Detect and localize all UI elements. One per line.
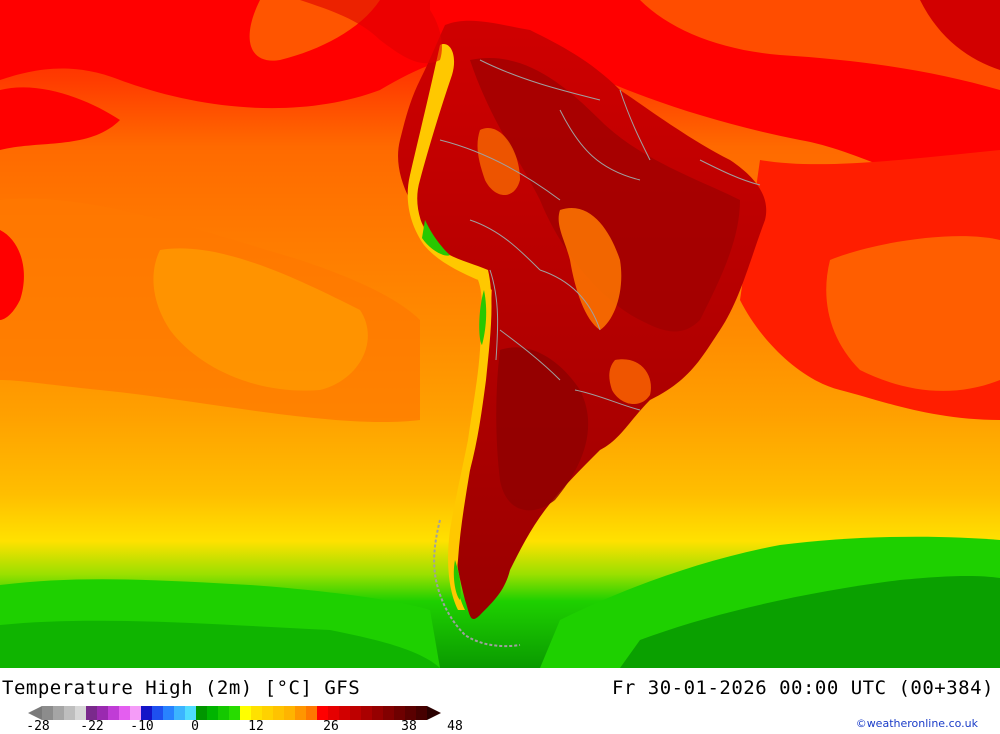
- orange-patch-south-brazil: [609, 359, 651, 405]
- legend-swatch: [295, 706, 306, 720]
- hot-zone-amazon: [470, 58, 740, 332]
- ocean-light-orange-pacific: [153, 248, 368, 391]
- legend-swatch: [152, 706, 163, 720]
- legend-swatch: [284, 706, 295, 720]
- legend-tick: -22: [80, 719, 104, 734]
- legend-swatch: [130, 706, 141, 720]
- legend-swatch: [53, 706, 64, 720]
- legend-tick: 26: [323, 719, 339, 734]
- warm-ocean-west: [0, 87, 120, 150]
- temperature-map: [0, 0, 1000, 668]
- cool-ocean-dark-sw: [0, 620, 440, 668]
- legend-swatch: [350, 706, 361, 720]
- chile-fjord-coast: [433, 519, 521, 648]
- legend-tick: 12: [248, 719, 264, 734]
- legend-swatch: [328, 706, 339, 720]
- central-america: [300, 0, 442, 64]
- legend-swatch: [416, 706, 427, 720]
- legend-swatches: [42, 706, 427, 720]
- ocean-orange-ne: [640, 0, 1000, 90]
- legend-swatch: [240, 706, 251, 720]
- legend-swatch: [108, 706, 119, 720]
- legend-swatch: [42, 706, 53, 720]
- legend-swatch: [174, 706, 185, 720]
- warm-patch-west: [0, 230, 24, 320]
- legend-swatch: [196, 706, 207, 720]
- andes-green-patagonia: [453, 560, 461, 600]
- andes-green-peru: [422, 220, 450, 256]
- africa-corner: [920, 0, 1000, 70]
- legend-swatch: [394, 706, 405, 720]
- legend-swatch: [86, 706, 97, 720]
- legend-swatch: [185, 706, 196, 720]
- legend-swatch: [361, 706, 372, 720]
- legend-swatch: [262, 706, 273, 720]
- legend-swatch: [383, 706, 394, 720]
- country-borders: [439, 59, 761, 411]
- legend-swatch: [229, 706, 240, 720]
- forecast-datetime: Fr 30-01-2026 00:00 UTC (00+384): [611, 677, 994, 699]
- legend-swatch: [141, 706, 152, 720]
- legend-min-arrow: [28, 706, 42, 720]
- orange-patch-brazil: [558, 208, 622, 330]
- legend-max-arrow: [427, 706, 441, 720]
- legend-swatch: [372, 706, 383, 720]
- legend-swatch: [339, 706, 350, 720]
- hot-zone-argentina: [496, 347, 589, 511]
- legend-tick: 0: [191, 719, 199, 734]
- ocean-orange-atlantic: [826, 236, 1000, 391]
- legend-swatch: [218, 706, 229, 720]
- legend-swatch: [251, 706, 262, 720]
- legend-swatch: [207, 706, 218, 720]
- map-title: Temperature High (2m) [°C] GFS: [2, 677, 361, 699]
- color-legend: [28, 705, 441, 721]
- legend-swatch: [163, 706, 174, 720]
- legend-tick: -10: [130, 719, 154, 734]
- legend-swatch: [317, 706, 328, 720]
- cool-ocean-dark-se: [620, 575, 1000, 668]
- credit-link[interactable]: ©weatheronline.co.uk: [855, 717, 978, 730]
- legend-swatch: [64, 706, 75, 720]
- legend-tick: -28: [26, 719, 50, 734]
- footer: [0, 668, 1000, 733]
- legend-swatch: [405, 706, 416, 720]
- legend-ticks: -28 -22 -10 0 12 26 38 48: [0, 719, 520, 734]
- legend-tick: 38: [401, 719, 417, 734]
- legend-swatch: [75, 706, 86, 720]
- andes-green-chile: [479, 290, 487, 345]
- legend-swatch: [97, 706, 108, 720]
- map-canvas: [0, 0, 1000, 668]
- legend-swatch: [273, 706, 284, 720]
- legend-tick: 48: [447, 719, 463, 734]
- legend-swatch: [306, 706, 317, 720]
- legend-swatch: [119, 706, 130, 720]
